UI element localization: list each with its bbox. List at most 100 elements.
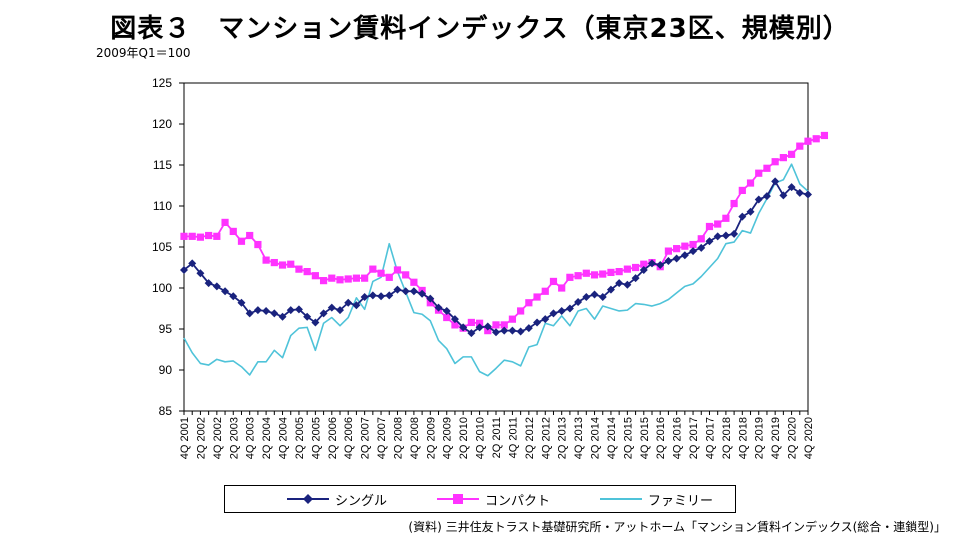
point-single <box>787 183 796 192</box>
legend-marker-family <box>600 498 643 500</box>
x-tick-label: 2Q 2005 <box>294 417 306 459</box>
point-compact <box>722 214 730 222</box>
point-single <box>188 259 197 268</box>
point-compact <box>319 277 328 285</box>
x-tick-label: 2Q 2006 <box>327 417 339 459</box>
point-single <box>204 279 213 288</box>
point-single <box>426 294 435 303</box>
point-compact <box>681 242 689 250</box>
legend: シングル コンパクト ファミリー <box>224 485 736 513</box>
x-tick-label: 4Q 2003 <box>245 417 257 459</box>
point-compact <box>221 218 229 226</box>
point-single <box>286 306 295 315</box>
x-tick-label: 2Q 2014 <box>590 417 602 459</box>
x-tick-label: 2Q 2004 <box>261 417 273 459</box>
point-single <box>746 207 755 216</box>
x-tick-label: 2Q 2011 <box>491 417 503 458</box>
point-compact <box>796 142 804 150</box>
x-tick-label: 2Q 2008 <box>392 417 404 459</box>
point-compact <box>746 179 755 187</box>
point-compact <box>336 276 344 284</box>
point-single <box>508 326 517 335</box>
y-tick-label: 110 <box>153 199 172 213</box>
point-single <box>180 265 188 274</box>
x-tick-label: 2Q 2015 <box>622 417 634 459</box>
point-single <box>401 287 410 296</box>
plot-area <box>183 82 809 412</box>
point-compact <box>410 278 418 286</box>
point-compact <box>385 273 393 281</box>
y-tick-label: 90 <box>159 363 173 377</box>
point-compact <box>533 293 541 301</box>
point-single <box>804 190 812 199</box>
y-tick-label: 85 <box>159 404 173 418</box>
point-compact <box>812 135 820 143</box>
point-compact <box>426 299 434 307</box>
point-single <box>377 292 386 301</box>
point-compact <box>738 186 746 195</box>
point-compact <box>779 154 787 162</box>
point-compact <box>582 269 590 277</box>
x-tick-label: 2Q 2016 <box>655 417 667 459</box>
x-tick-label: 4Q 2017 <box>704 417 716 459</box>
x-tick-label: 2Q 2019 <box>754 417 766 459</box>
point-compact <box>303 268 311 276</box>
point-compact <box>689 240 697 249</box>
point-single <box>270 309 279 318</box>
y-tick-label: 115 <box>153 158 172 172</box>
point-compact <box>467 318 475 327</box>
x-tick-label: 2Q 2009 <box>425 417 437 459</box>
point-single <box>697 243 706 252</box>
point-compact <box>631 263 640 272</box>
point-single <box>721 231 730 240</box>
point-single <box>779 191 788 200</box>
x-tick-label: 4Q 2001 <box>179 417 191 459</box>
point-single <box>664 256 673 265</box>
x-tick-label: 4Q 2018 <box>737 417 749 459</box>
point-single <box>385 291 394 300</box>
point-single <box>631 274 640 283</box>
point-compact <box>229 227 237 236</box>
chart-title: 図表３ マンション賃料インデックス（東京23区、規模別） <box>110 14 850 44</box>
point-compact <box>730 199 738 208</box>
point-compact <box>804 137 812 145</box>
point-single <box>278 312 287 321</box>
y-tick-label: 120 <box>152 117 172 131</box>
x-tick-label: 2Q 2018 <box>721 417 733 459</box>
x-tick-label: 4Q 2007 <box>376 417 388 459</box>
point-compact <box>763 164 771 172</box>
point-single <box>623 280 632 289</box>
x-tick-label: 4Q 2015 <box>639 417 651 459</box>
point-single <box>409 287 418 296</box>
point-compact <box>787 150 796 158</box>
point-single <box>565 304 574 313</box>
point-compact <box>205 231 213 240</box>
point-single <box>582 293 591 302</box>
point-compact <box>549 277 558 286</box>
point-compact <box>328 274 336 282</box>
point-single <box>730 229 739 238</box>
point-compact <box>262 256 270 264</box>
point-compact <box>664 247 673 255</box>
point-compact <box>213 232 221 240</box>
point-single <box>294 305 303 314</box>
x-tick-label: 4Q 2010 <box>475 417 487 459</box>
point-compact <box>475 319 484 327</box>
point-single <box>492 328 500 337</box>
point-compact <box>508 315 517 323</box>
point-compact <box>623 265 631 273</box>
point-compact <box>714 220 722 228</box>
point-single <box>459 323 468 332</box>
point-single <box>738 212 747 221</box>
point-single <box>795 188 804 197</box>
point-single <box>524 324 533 333</box>
point-single <box>212 282 221 291</box>
x-tick-label: 4Q 2014 <box>606 417 618 459</box>
x-tick-label: 2Q 2003 <box>228 417 240 459</box>
legend-label-family: ファミリー <box>648 493 714 509</box>
point-single <box>368 291 377 300</box>
x-tick-label: 2Q 2017 <box>688 417 700 459</box>
point-single <box>327 303 336 312</box>
legend-label-compact: コンパクト <box>485 493 551 509</box>
point-single <box>196 269 205 278</box>
